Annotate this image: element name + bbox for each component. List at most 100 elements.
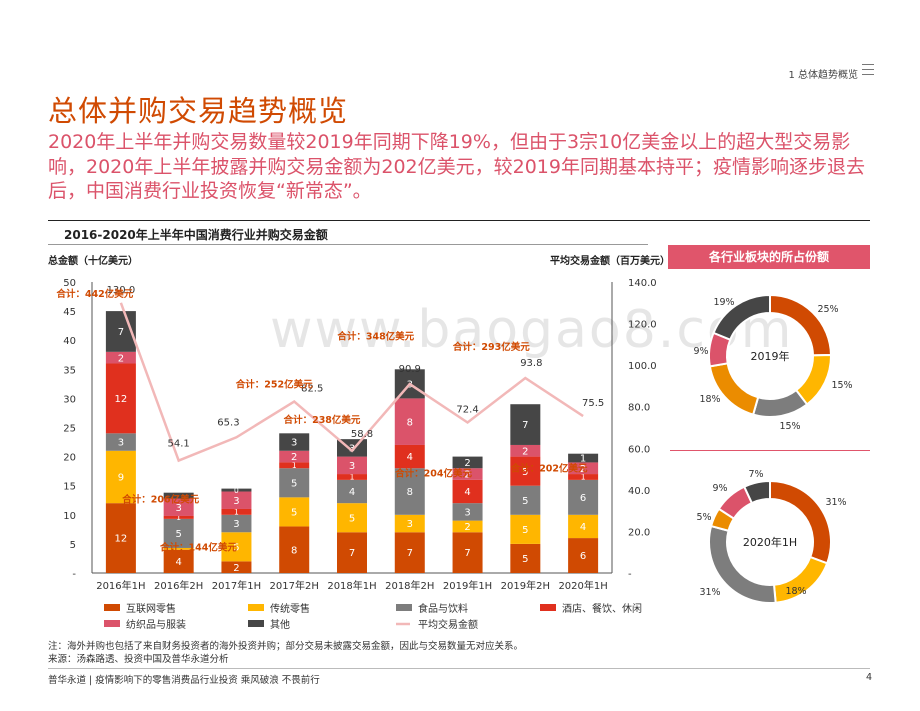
bar-segment-label: 2 bbox=[118, 353, 124, 364]
bar-segment-label: 2 bbox=[464, 522, 470, 533]
bar-segment bbox=[452, 468, 483, 480]
bar-segment-label: 4 bbox=[580, 522, 586, 533]
donut-center-label: 2019年 bbox=[751, 349, 790, 363]
bar-segment bbox=[163, 492, 194, 499]
bar-segment-label: 4 bbox=[349, 487, 355, 498]
line-data-label: 58.8 bbox=[351, 429, 373, 440]
bar-segment bbox=[452, 479, 483, 504]
bar-segment bbox=[452, 532, 483, 573]
bar-total-label: 合计：204亿美元 bbox=[395, 468, 472, 480]
legend-label: 纺织品与服装 bbox=[126, 618, 186, 631]
bar-segment bbox=[163, 498, 194, 516]
bar-segment bbox=[510, 514, 541, 544]
bar-segment bbox=[105, 351, 136, 364]
page-subtitle: 2020年上半年并购交易数量较2019年同期下降19%，但由于3宗10亿美金以上… bbox=[48, 131, 865, 202]
bar-segment bbox=[163, 518, 194, 548]
line-data-label: 82.5 bbox=[301, 384, 323, 395]
section-label: 1 总体趋势概览 bbox=[788, 70, 858, 81]
page-number: 4 bbox=[865, 672, 872, 683]
line-data-label: 54.1 bbox=[168, 439, 190, 450]
bar-segment-label: 3 bbox=[175, 503, 181, 514]
bar-segment-label: 6 bbox=[580, 493, 586, 504]
bar-segment bbox=[221, 508, 252, 515]
bar-segment bbox=[394, 468, 425, 515]
bar-segment-label: 2 bbox=[464, 458, 470, 469]
y-tick-label: 25 bbox=[63, 424, 76, 435]
donut-slice-label: 31% bbox=[825, 497, 846, 508]
bar-segment bbox=[279, 450, 310, 463]
bar-segment-label: 3 bbox=[464, 507, 470, 518]
bar-segment bbox=[279, 526, 310, 573]
donut-slice-label: 9% bbox=[693, 346, 708, 357]
legend-swatch bbox=[248, 620, 264, 627]
donut-slice-label: 9% bbox=[712, 483, 727, 494]
title-divider bbox=[48, 220, 870, 221]
bar-segment bbox=[568, 479, 599, 515]
bar-segment-label: 5 bbox=[522, 496, 528, 507]
footnote: 注：海外并购也包括了来自财务投资者的海外投资并购；部分交易未披露交易金额，因此与… bbox=[48, 641, 524, 652]
donut-slice-label: 18% bbox=[699, 394, 720, 405]
legend-label: 平均交易金额 bbox=[418, 618, 478, 631]
bar-segment bbox=[337, 503, 367, 533]
bar-segment-label: 4 bbox=[464, 487, 470, 498]
donut-slice bbox=[742, 479, 771, 505]
y2-tick-label: 120.0 bbox=[628, 320, 657, 331]
footer-text: 普华永道 | 疫情影响下的零售消费品行业投资 乘风破浪 不畏前行 bbox=[48, 675, 320, 686]
legend-label: 互联网零售 bbox=[126, 602, 176, 615]
bar-segment bbox=[452, 503, 483, 521]
bar-segment bbox=[337, 479, 367, 504]
page-title: 总体并购交易趋势概览 bbox=[48, 94, 349, 128]
bar-segment bbox=[279, 468, 310, 498]
bar-segment bbox=[568, 514, 599, 539]
y2-axis-title: 平均交易金额（百万美元） bbox=[550, 254, 670, 267]
avg-deal-line bbox=[119, 302, 584, 463]
bar-segment bbox=[105, 450, 136, 504]
bar-segment bbox=[394, 514, 425, 533]
pie-section-header: 各行业板块的所占份额 bbox=[668, 245, 870, 269]
bar-segment-label: 8 bbox=[291, 545, 297, 556]
bar-segment-label: 5 bbox=[522, 467, 528, 478]
bar-segment-label: 2 bbox=[522, 446, 528, 457]
bar-segment-label: 7 bbox=[407, 548, 413, 559]
bar-segment bbox=[105, 363, 136, 434]
bar-segment-label: 5 bbox=[349, 513, 355, 524]
x-tick-label: 2018年1H bbox=[327, 579, 376, 592]
legend-swatch bbox=[396, 604, 412, 611]
line-data-label: 72.4 bbox=[456, 405, 478, 416]
bar-segment-label: 5 bbox=[291, 478, 297, 489]
x-tick-label: 2016年1H bbox=[96, 579, 145, 592]
bar-total-label: 合计：252亿美元 bbox=[236, 378, 313, 390]
x-tick-label: 2018年2H bbox=[385, 579, 434, 592]
donut-slice-label: 15% bbox=[779, 421, 800, 432]
bar-segment-label: 3 bbox=[407, 519, 413, 530]
bar-segment bbox=[510, 456, 541, 486]
line-data-label: 90.9 bbox=[399, 364, 421, 375]
bar-segment bbox=[510, 485, 541, 515]
bar-segment-label: 7 bbox=[522, 420, 528, 431]
bar-total-label: 合计：348亿美元 bbox=[337, 330, 414, 342]
y-tick-label: 50 bbox=[63, 278, 76, 289]
bar-segment-label: 5 bbox=[522, 525, 528, 536]
bar-segment bbox=[337, 532, 367, 573]
donut-center-label: 2020年1H bbox=[743, 535, 797, 549]
bar-total-label: 合计：238亿美元 bbox=[284, 414, 361, 426]
bar-segment-label: 7 bbox=[349, 548, 355, 559]
bar-segment bbox=[163, 549, 194, 573]
x-tick-label: 2017年2H bbox=[270, 579, 319, 592]
donut-slice-label: 18% bbox=[785, 586, 806, 597]
line-data-label: 65.3 bbox=[217, 417, 239, 428]
bar-segment-label: 7 bbox=[464, 548, 470, 559]
legend-swatch bbox=[540, 604, 556, 611]
bar-total-label: 合计：144亿美元 bbox=[160, 542, 237, 554]
y2-tick-label: 80.0 bbox=[628, 403, 650, 414]
bar-segment-label: 1 bbox=[350, 473, 355, 482]
legend-swatch bbox=[104, 604, 120, 611]
x-tick-label: 2017年1H bbox=[212, 579, 261, 592]
bar-segment-label: 1 bbox=[176, 513, 181, 522]
bar-segment-label: 2 bbox=[580, 464, 586, 475]
bar-segment-label: 8 bbox=[407, 487, 413, 498]
bar-total-label: 合计：206亿美元 bbox=[122, 494, 199, 506]
donut-slice bbox=[708, 362, 760, 416]
x-tick-label: 2016年2H bbox=[154, 579, 203, 592]
